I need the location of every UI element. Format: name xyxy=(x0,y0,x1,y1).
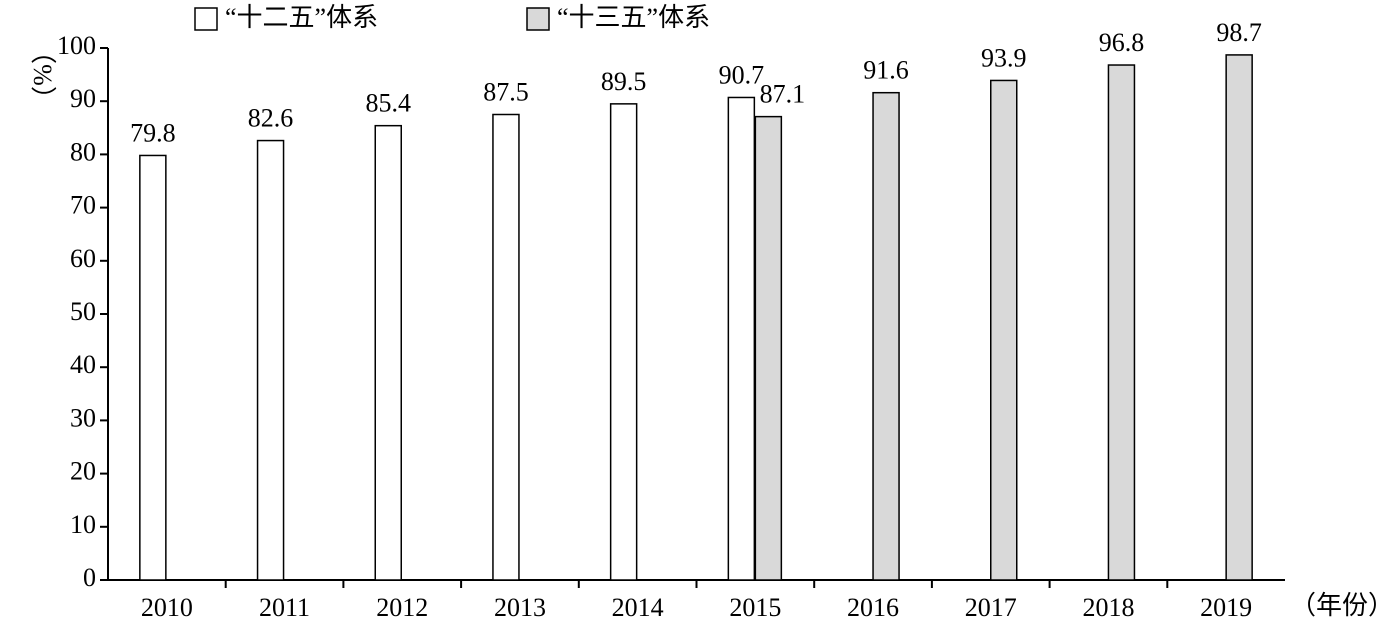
data-label: 98.7 xyxy=(1216,18,1262,47)
bar xyxy=(754,115,783,581)
data-label: 87.1 xyxy=(760,80,806,109)
x-tick-label: 2015 xyxy=(729,593,781,622)
bar xyxy=(609,103,638,581)
data-label: 89.5 xyxy=(601,67,647,96)
bar xyxy=(1225,54,1253,581)
y-tick-label: 40 xyxy=(70,350,96,379)
x-axis-label: （年份） xyxy=(1290,591,1376,620)
legend-swatch xyxy=(526,7,550,31)
y-tick-label: 10 xyxy=(70,510,96,539)
x-tick-label: 2011 xyxy=(259,593,310,622)
x-tick-label: 2017 xyxy=(965,593,1017,622)
y-tick-label: 70 xyxy=(70,191,96,220)
bar xyxy=(492,113,520,581)
bar xyxy=(374,124,402,581)
bar xyxy=(1107,64,1136,581)
x-tick-label: 2013 xyxy=(494,593,546,622)
data-label: 90.7 xyxy=(719,60,765,89)
y-tick-label: 100 xyxy=(57,31,96,60)
data-label: 96.8 xyxy=(1099,28,1145,57)
data-label: 79.8 xyxy=(130,118,176,147)
data-label: 82.6 xyxy=(248,104,294,133)
legend-swatch xyxy=(194,7,218,31)
x-tick-label: 2016 xyxy=(847,593,899,622)
data-label: 87.5 xyxy=(483,77,529,106)
x-tick-label: 2014 xyxy=(612,593,664,622)
legend-label: “十三五”体系 xyxy=(557,3,710,32)
x-tick-label: 2019 xyxy=(1200,593,1252,622)
data-label: 85.4 xyxy=(366,89,412,118)
y-tick-label: 0 xyxy=(83,563,96,592)
legend-label: “十二五”体系 xyxy=(225,3,378,32)
y-tick-label: 90 xyxy=(70,84,96,113)
y-tick-label: 80 xyxy=(70,137,96,166)
x-tick-label: 2012 xyxy=(376,593,428,622)
x-tick-label: 2010 xyxy=(141,593,193,622)
y-tick-label: 30 xyxy=(70,403,96,432)
bar xyxy=(256,139,285,581)
y-tick-label: 50 xyxy=(70,297,96,326)
bar xyxy=(727,96,756,581)
x-tick-label: 2018 xyxy=(1082,593,1134,622)
bar xyxy=(139,154,167,581)
bar xyxy=(990,79,1018,581)
data-label: 93.9 xyxy=(981,43,1027,72)
y-tick-label: 60 xyxy=(70,244,96,273)
y-tick-label: 20 xyxy=(70,457,96,486)
y-axis-label: （%） xyxy=(28,38,57,112)
bar xyxy=(872,91,900,581)
data-label: 91.6 xyxy=(863,56,909,85)
